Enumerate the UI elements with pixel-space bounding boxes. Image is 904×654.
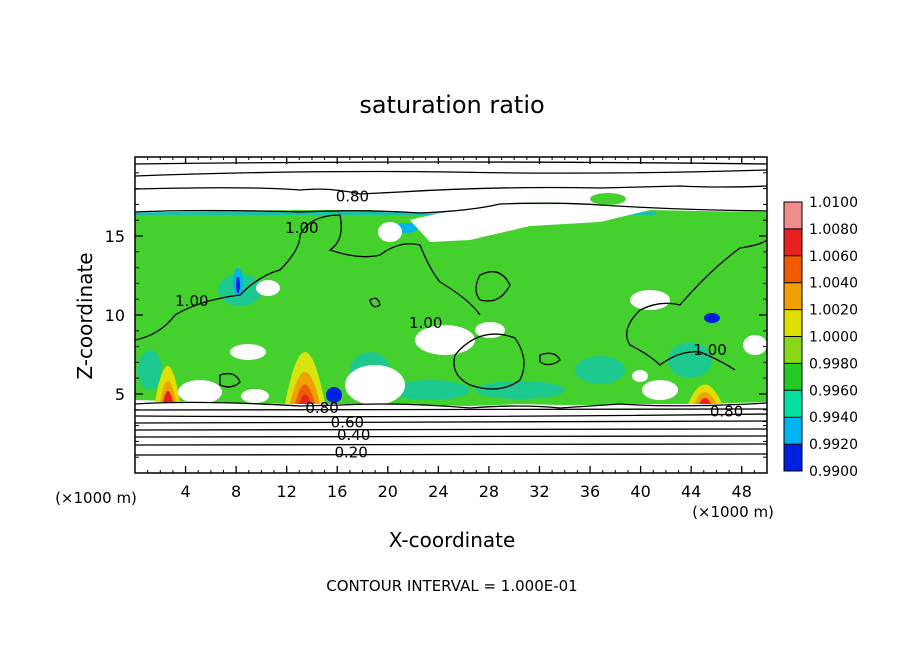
colorbar-swatch (784, 336, 802, 364)
x-tick-label: 32 (529, 482, 549, 501)
x-tick-label: 12 (277, 482, 297, 501)
contour-label: 0.20 (334, 443, 367, 461)
x-tick-label: 48 (732, 482, 752, 501)
colorbar-label: 0.9920 (809, 437, 858, 453)
colorbar-swatch (784, 417, 802, 445)
y-tick-label: 10 (105, 306, 125, 325)
colorbar-label: 0.9980 (809, 356, 858, 372)
contour-label: 0.80 (336, 188, 369, 206)
contour-label: 0.60 (331, 413, 364, 431)
colorbar-label: 1.0080 (809, 222, 858, 238)
colorbar-label: 0.9940 (809, 410, 858, 426)
y-axis-unit: (×1000 m) (55, 489, 137, 507)
y-tick-label: 15 (105, 227, 125, 246)
colorbar-label: 1.0100 (809, 195, 858, 211)
x-tick-label: 44 (681, 482, 701, 501)
plot-area: 0.801.001.001.001.000.800.600.800.400.20 (135, 157, 767, 473)
x-tick-label: 28 (479, 482, 499, 501)
chart-title: saturation ratio (359, 91, 544, 119)
contour-lines (135, 161, 767, 456)
colorbar-label: 1.0040 (809, 276, 858, 292)
x-tick-label: 36 (580, 482, 600, 501)
contour-label: 0.40 (337, 426, 370, 444)
colorbar-label: 0.9900 (809, 464, 858, 480)
colorbar-swatch (784, 309, 802, 337)
contour-label: 1.00 (409, 314, 442, 332)
colorbar-swatch (784, 363, 802, 391)
colorbar-swatch (784, 255, 802, 284)
x-tick-label: 8 (231, 482, 241, 501)
x-tick-label: 16 (327, 482, 347, 501)
contour-label: 1.00 (285, 219, 318, 237)
contour-label: 0.80 (305, 399, 338, 417)
contour-label: 0.80 (710, 402, 743, 420)
y-tick-label: 5 (115, 385, 125, 404)
colorbar-swatch (784, 202, 802, 230)
y-axis-label: Z-coordinate (73, 252, 97, 379)
x-axis-label: X-coordinate (389, 528, 516, 552)
colorbar-swatch (784, 282, 802, 311)
colorbar: 1.0100 1.0080 1.0060 1.0040 1.0020 1.0000 0.99… (783, 195, 858, 480)
colorbar-swatch (784, 444, 802, 472)
y-axis-ticks: 5 10 15 (105, 172, 767, 458)
colorbar-label: 1.0020 (809, 303, 858, 319)
x-tick-label: 20 (378, 482, 398, 501)
colorbar-label: 1.0060 (809, 249, 858, 265)
colorbar-label: 1.0000 (809, 330, 858, 346)
x-tick-label: 40 (630, 482, 650, 501)
supersaturation-plumes (155, 352, 722, 404)
near-saturation-patches (138, 274, 712, 400)
contour-label: 1.00 (693, 341, 726, 359)
contour-interval-note: CONTOUR INTERVAL = 1.000E-01 (326, 577, 577, 595)
contour-labels: 0.801.001.001.001.000.800.600.800.400.20 (175, 188, 743, 462)
x-tick-label: 4 (180, 482, 190, 501)
contour-label: 1.00 (175, 292, 208, 310)
colorbar-swatch (784, 228, 802, 257)
colorbar-swatch (784, 390, 802, 418)
colorbar-label: 0.9960 (809, 383, 858, 399)
x-axis-unit: (×1000 m) (692, 503, 774, 521)
x-axis-ticks: 4 8 12 16 20 24 28 32 36 40 44 48 (147, 157, 755, 501)
dry-regions (178, 193, 767, 405)
x-tick-label: 24 (428, 482, 448, 501)
